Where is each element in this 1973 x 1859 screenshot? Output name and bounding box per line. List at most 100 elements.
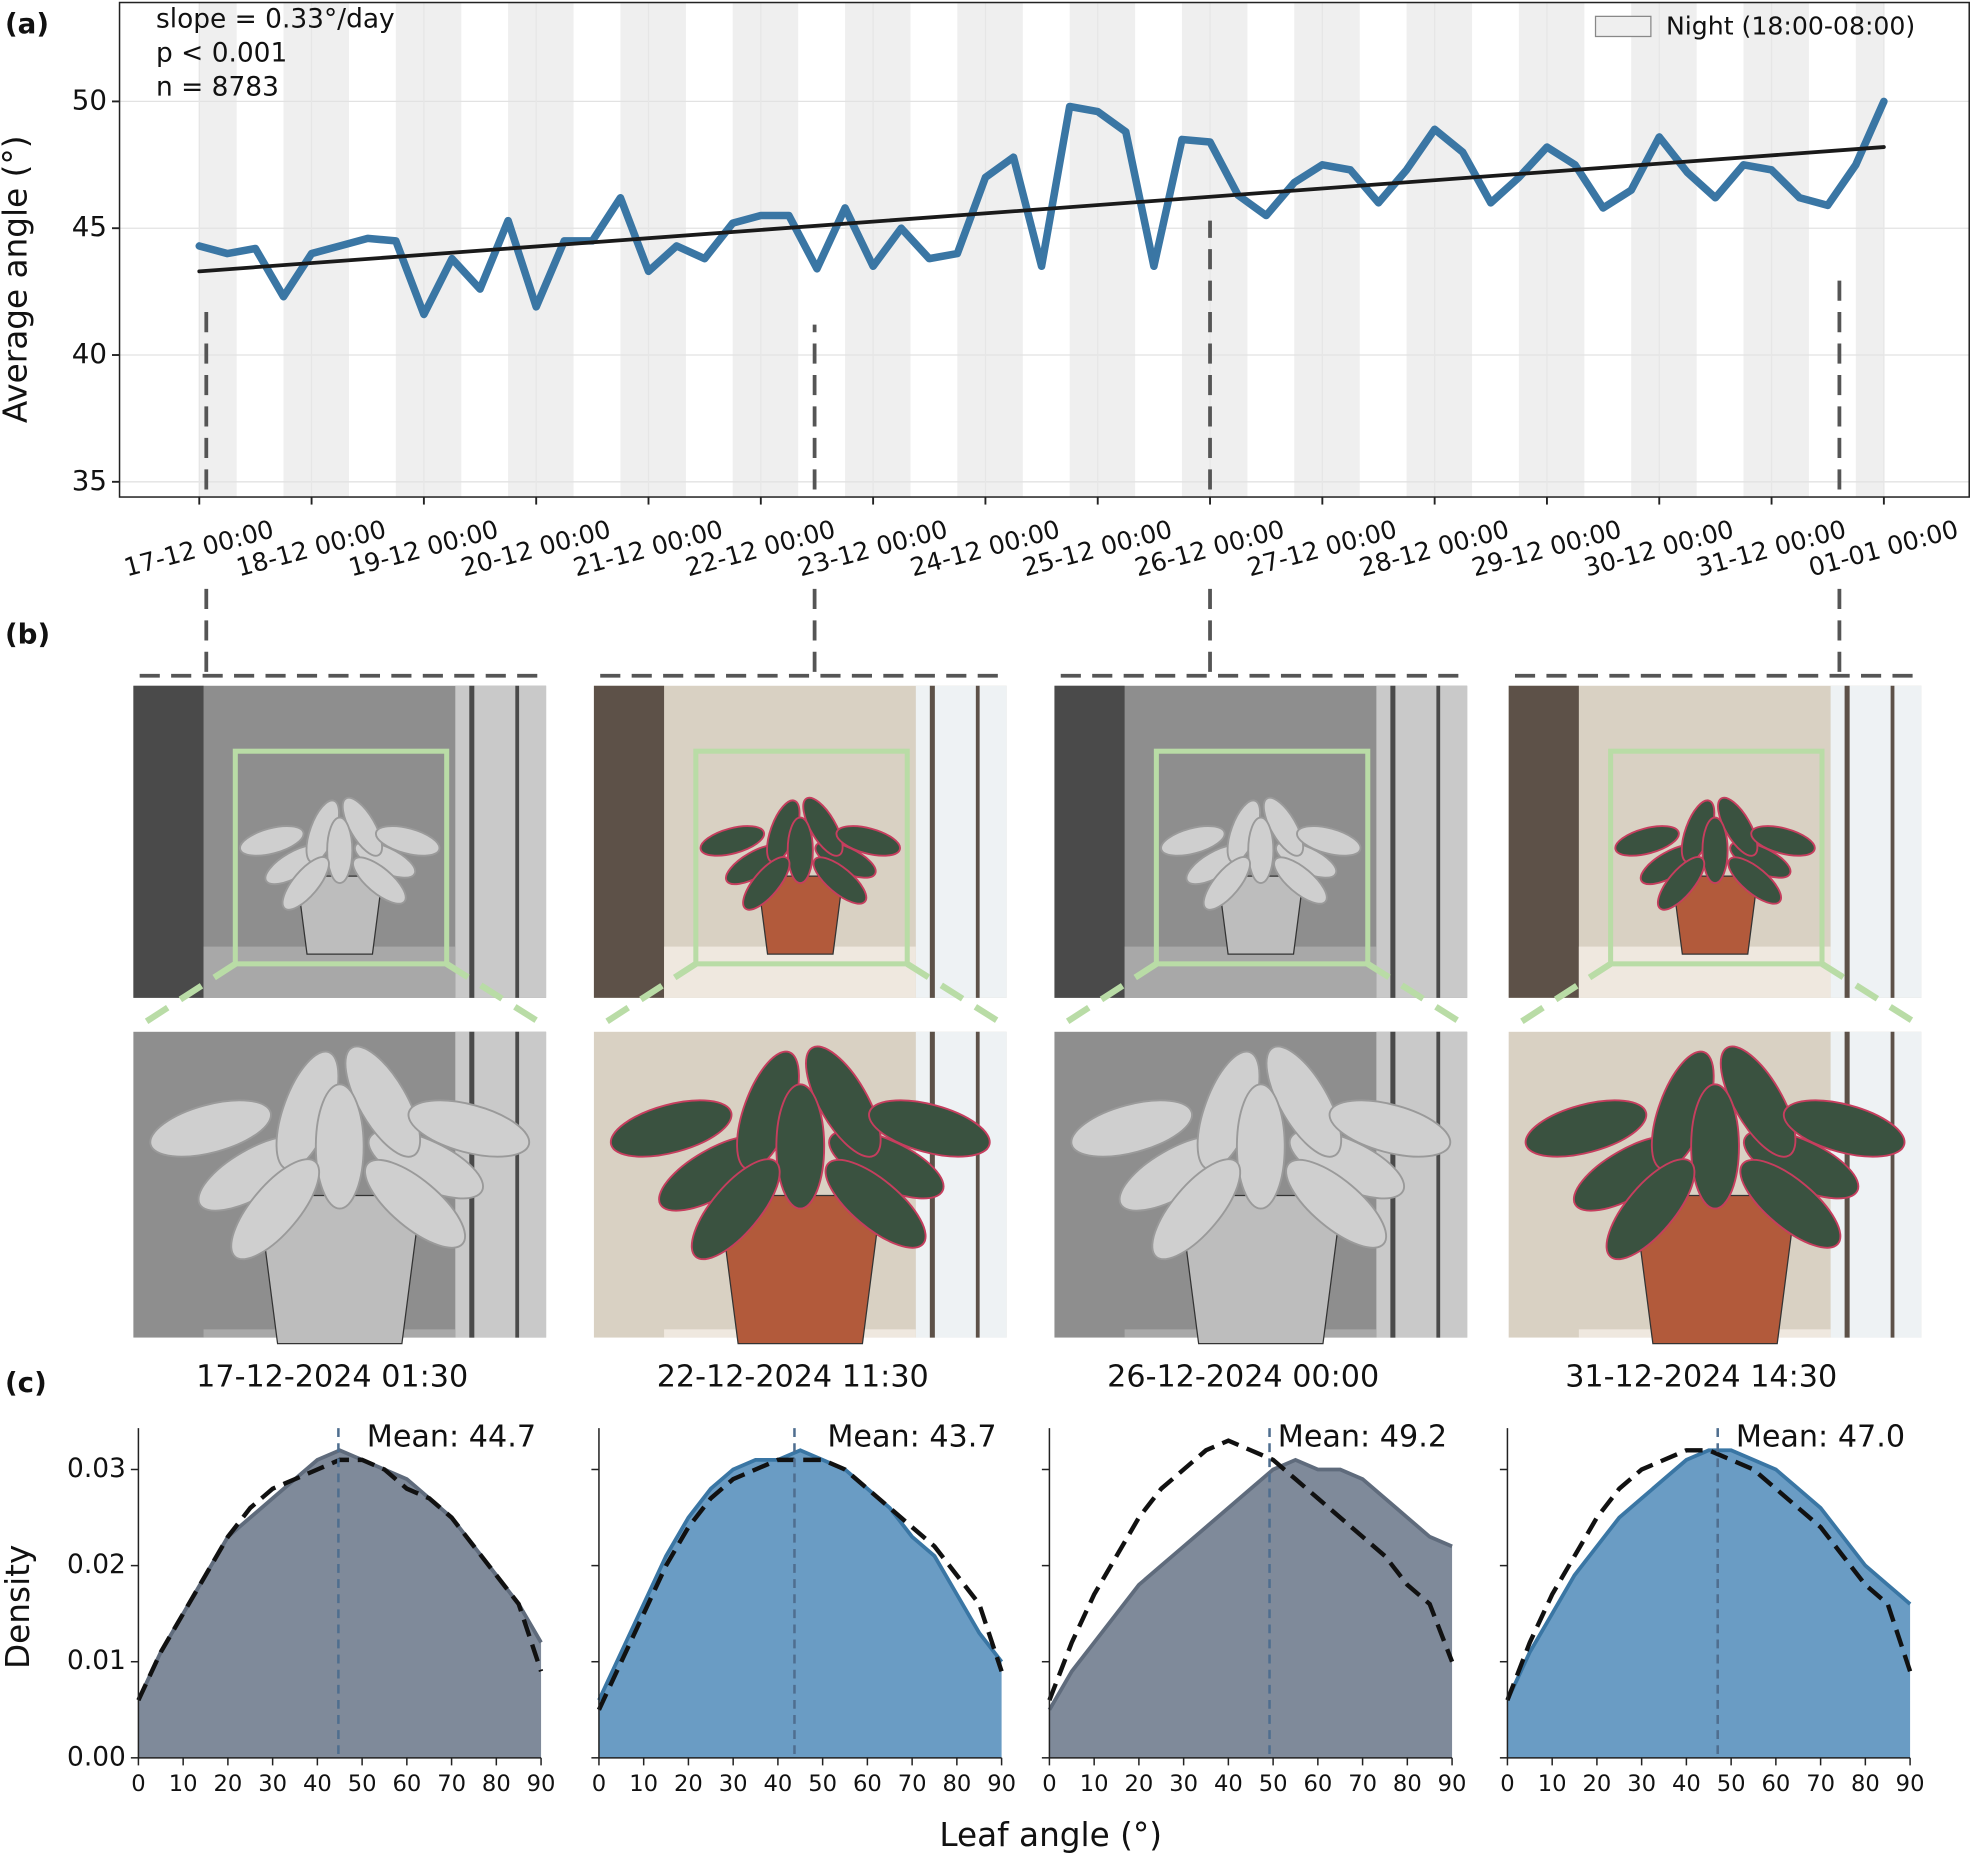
x-tick-label: 0 [131,1771,145,1797]
reference-density [1505,1448,1913,1701]
annotation: slope = 0.33°/day [156,4,395,35]
photo-leaf [149,1099,272,1158]
photo-leaf [690,1158,781,1261]
photo-leaf [344,1045,422,1158]
photo [1508,1031,1922,1345]
photo [133,1031,547,1345]
legend-swatch [1594,15,1652,38]
night-band [1294,2,1360,498]
zoom-frame [693,748,910,967]
photo-leaf [1151,1158,1242,1261]
legend-label: Night (18:00-08:00) [1666,12,1915,41]
photo-leaf [407,1099,531,1158]
night-band [732,2,799,498]
x-tick-label: 70 [437,1771,466,1797]
x-tick-label: 70 [1348,1771,1377,1797]
x-tick-label: 80 [1393,1771,1422,1797]
x-tick-label: 0 [1042,1771,1056,1797]
photo-leaf [1265,1045,1343,1158]
x-tick-label: 40 [1214,1771,1243,1797]
x-tick-label: 0 [592,1771,606,1797]
photo [1508,685,1922,998]
trend-line [197,145,1886,274]
photo-wall [1054,685,1125,998]
mean-label: Mean: 44.7 [367,1420,536,1455]
zoom-connector [905,961,1001,1025]
x-tick-label: 20 [1583,1771,1612,1797]
night-band [1069,2,1136,498]
x-tick-label: 50 [348,1771,377,1797]
night-band [1743,2,1809,498]
photo-leaf [775,1083,826,1210]
x-tick-label: 80 [482,1771,511,1797]
x-tick-label: 30 [1169,1771,1198,1797]
night-band [395,2,462,498]
x-tick-label: 90 [987,1771,1016,1797]
x-tick-label: 10 [629,1771,658,1797]
photo-leaf [1782,1099,1906,1158]
x-tick-label: 50 [808,1771,837,1797]
photo-window [915,685,1007,998]
zoom-frame [1153,748,1371,967]
photo-leaf [1262,796,1305,857]
photo-leaf [1273,856,1328,905]
x-axis-title: Leaf angle (°) [939,1816,1162,1854]
photo-leaf [868,1099,991,1158]
photo-pot [718,1194,883,1345]
zoom-connector [1820,961,1916,1025]
photo-leaf [824,1158,927,1249]
caption: 26-12-2024 00:00 [1107,1359,1379,1394]
photo-wall [593,685,665,998]
photo-leaf [1160,825,1226,857]
x-tick-label: 20 [1124,1771,1153,1797]
photo-wall [133,685,204,998]
photo [1054,685,1468,998]
density-outline [1505,1448,1912,1701]
x-tick-label: 60 [392,1771,421,1797]
y-tick-label: 45 [72,210,107,243]
x-tick-label: 60 [853,1771,882,1797]
photo-leaf [374,825,441,857]
photo-leaf [742,856,791,911]
photo-leaf [1070,1099,1194,1158]
night-band [1855,2,1884,498]
smoothed-line [195,97,1888,319]
x-tick-label: 50 [1259,1771,1288,1797]
x-tick-label: 40 [303,1771,332,1797]
caption: 17-12-2024 01:30 [196,1359,468,1394]
x-tick-label: 70 [898,1771,927,1797]
photo [593,685,1007,998]
photo-pot [257,1194,422,1345]
x-tick-label: 80 [1851,1771,1880,1797]
photo-pot [1633,1194,1798,1345]
night-band [1406,2,1473,498]
y-tick-label: 0.02 [67,1549,126,1580]
photo-pot [756,875,844,955]
zoom-frame [1608,748,1825,967]
zoom-connector [445,961,541,1025]
x-tick-label: 50 [1717,1771,1746,1797]
photo-leaf [1296,825,1362,857]
night-band [1518,2,1585,498]
zoom-connector [604,961,698,1025]
photo-leaf [1701,816,1729,884]
density-area [1507,1450,1911,1758]
zoom-connector [1065,961,1159,1025]
photo-leaf [1690,1083,1740,1210]
photo-leaf [314,1083,365,1210]
photo-leaf [230,1158,321,1261]
zoom-connector [1366,961,1462,1025]
photo [133,685,547,998]
photo-leaf [609,1099,733,1158]
photo-leaf [1727,856,1782,905]
mean-label: Mean: 43.7 [827,1420,996,1455]
reference-density [1047,1438,1455,1701]
y-tick-label: 50 [72,83,107,116]
x-tick-label: 20 [674,1771,703,1797]
photo-leaf [835,825,901,857]
y-axis-title: Average angle (°) [0,135,35,423]
photo-leaf [1524,1099,1648,1158]
night-band [845,2,911,498]
photo-leaf [1285,1158,1388,1249]
